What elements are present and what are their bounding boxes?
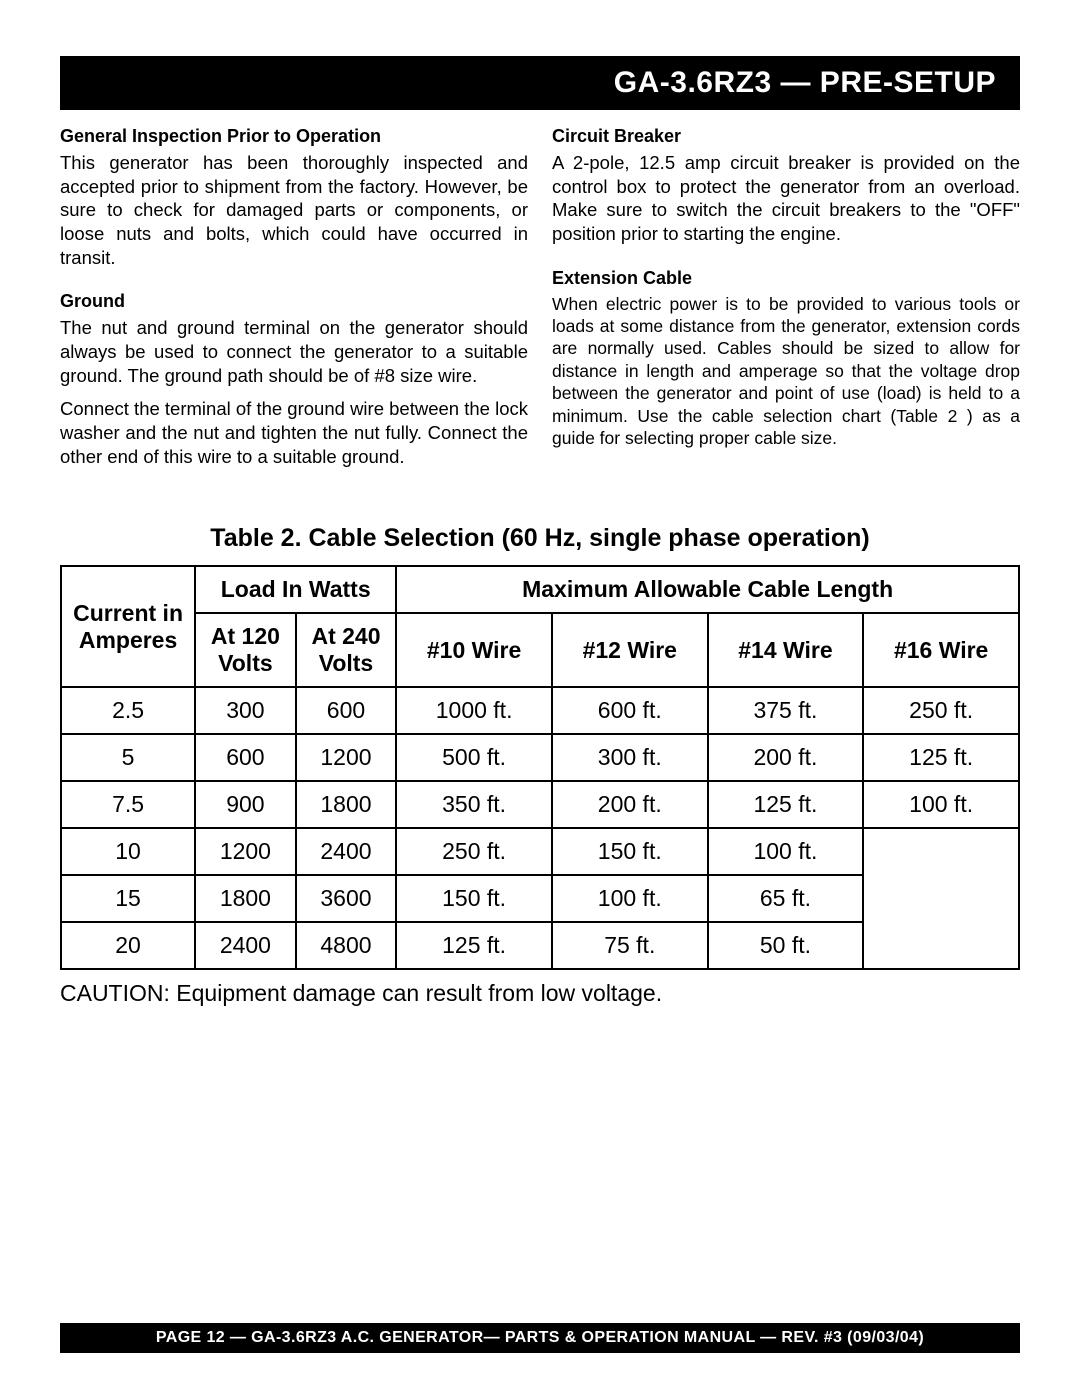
cell-amp: 10 xyxy=(61,828,195,875)
section-body-inspection: This generator has been thoroughly inspe… xyxy=(60,151,528,269)
section-body-breaker: A 2-pole, 12.5 amp circuit breaker is pr… xyxy=(552,151,1020,246)
cell-v120: 600 xyxy=(195,734,296,781)
table-row: 15 1800 3600 150 ft. 100 ft. 65 ft. xyxy=(61,875,1019,922)
th-w10: #10 Wire xyxy=(396,613,552,687)
th-w16: #16 Wire xyxy=(863,613,1019,687)
cable-selection-table: Current in Amperes Load In Watts Maximum… xyxy=(60,565,1020,970)
cell-amp: 2.5 xyxy=(61,687,195,734)
section-body-ground-a: The nut and ground terminal on the gener… xyxy=(60,316,528,387)
table-row: 7.5 900 1800 350 ft. 200 ft. 125 ft. 100… xyxy=(61,781,1019,828)
cell-w10: 250 ft. xyxy=(396,828,552,875)
cell-v240: 4800 xyxy=(296,922,397,969)
th-w12: #12 Wire xyxy=(552,613,708,687)
th-w14: #14 Wire xyxy=(708,613,864,687)
section-heading-ground: Ground xyxy=(60,291,528,312)
cell-w14: 65 ft. xyxy=(708,875,864,922)
cell-v240: 600 xyxy=(296,687,397,734)
cell-w12: 100 ft. xyxy=(552,875,708,922)
th-240v: At 240 Volts xyxy=(296,613,397,687)
table-header-row-2: At 120 Volts At 240 Volts #10 Wire #12 W… xyxy=(61,613,1019,687)
cell-v240: 1200 xyxy=(296,734,397,781)
caution-text: CAUTION: Equipment damage can result fro… xyxy=(60,980,1020,1007)
page-footer-text: PAGE 12 — GA-3.6RZ3 A.C. GENERATOR— PART… xyxy=(156,1329,924,1346)
th-load: Load In Watts xyxy=(195,566,396,613)
left-column: General Inspection Prior to Operation Th… xyxy=(60,126,528,490)
cell-w12: 600 ft. xyxy=(552,687,708,734)
page-footer-bar: PAGE 12 — GA-3.6RZ3 A.C. GENERATOR— PART… xyxy=(60,1323,1020,1353)
table-header-row-1: Current in Amperes Load In Watts Maximum… xyxy=(61,566,1019,613)
th-max: Maximum Allowable Cable Length xyxy=(396,566,1019,613)
table-title: Table 2. Cable Selection (60 Hz, single … xyxy=(60,524,1020,553)
cell-w14: 375 ft. xyxy=(708,687,864,734)
cell-w12: 300 ft. xyxy=(552,734,708,781)
cell-v240: 1800 xyxy=(296,781,397,828)
cell-w16-empty xyxy=(863,922,1019,969)
table-row: 10 1200 2400 250 ft. 150 ft. 100 ft. xyxy=(61,828,1019,875)
cell-v120: 2400 xyxy=(195,922,296,969)
cell-v120: 1800 xyxy=(195,875,296,922)
cell-w12: 75 ft. xyxy=(552,922,708,969)
cell-v240: 3600 xyxy=(296,875,397,922)
cell-w10: 500 ft. xyxy=(396,734,552,781)
cell-w14: 100 ft. xyxy=(708,828,864,875)
section-body-extension: When electric power is to be provided to… xyxy=(552,293,1020,450)
right-column: Circuit Breaker A 2-pole, 12.5 amp circu… xyxy=(552,126,1020,490)
cell-v120: 1200 xyxy=(195,828,296,875)
cell-w16: 100 ft. xyxy=(863,781,1019,828)
cell-amp: 20 xyxy=(61,922,195,969)
cell-w10: 150 ft. xyxy=(396,875,552,922)
section-heading-breaker: Circuit Breaker xyxy=(552,126,1020,147)
th-120v: At 120 Volts xyxy=(195,613,296,687)
cell-w16-empty xyxy=(863,828,1019,875)
cell-w16: 125 ft. xyxy=(863,734,1019,781)
cell-amp: 15 xyxy=(61,875,195,922)
cell-w16-empty xyxy=(863,875,1019,922)
cell-w14: 125 ft. xyxy=(708,781,864,828)
th-current: Current in Amperes xyxy=(61,566,195,687)
section-body-ground-b: Connect the terminal of the ground wire … xyxy=(60,397,528,468)
cell-w10: 350 ft. xyxy=(396,781,552,828)
cell-w16: 250 ft. xyxy=(863,687,1019,734)
table-row: 20 2400 4800 125 ft. 75 ft. 50 ft. xyxy=(61,922,1019,969)
section-heading-inspection: General Inspection Prior to Operation xyxy=(60,126,528,147)
cell-w14: 200 ft. xyxy=(708,734,864,781)
cell-amp: 5 xyxy=(61,734,195,781)
cell-w12: 200 ft. xyxy=(552,781,708,828)
page-header-bar: GA-3.6RZ3 — PRE-SETUP xyxy=(60,56,1020,110)
two-column-body: General Inspection Prior to Operation Th… xyxy=(60,126,1020,490)
section-heading-extension: Extension Cable xyxy=(552,268,1020,289)
cell-w10: 125 ft. xyxy=(396,922,552,969)
cell-v120: 300 xyxy=(195,687,296,734)
cell-v240: 2400 xyxy=(296,828,397,875)
table-row: 2.5 300 600 1000 ft. 600 ft. 375 ft. 250… xyxy=(61,687,1019,734)
table-row: 5 600 1200 500 ft. 300 ft. 200 ft. 125 f… xyxy=(61,734,1019,781)
cell-w12: 150 ft. xyxy=(552,828,708,875)
cell-v120: 900 xyxy=(195,781,296,828)
cell-w14: 50 ft. xyxy=(708,922,864,969)
page-header-title: GA-3.6RZ3 — PRE-SETUP xyxy=(614,66,996,100)
cell-amp: 7.5 xyxy=(61,781,195,828)
cell-w10: 1000 ft. xyxy=(396,687,552,734)
